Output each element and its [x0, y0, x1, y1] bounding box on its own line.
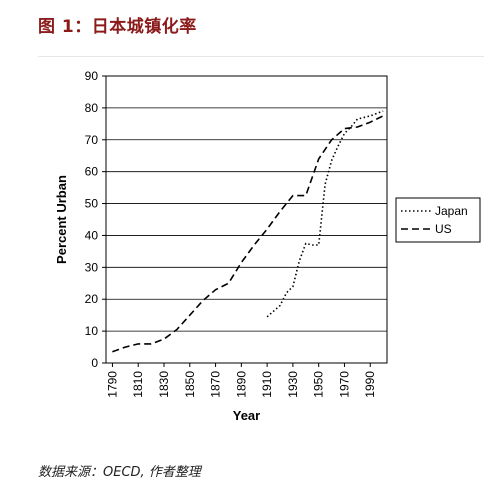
series-line-us	[112, 115, 384, 353]
y-tick-label: 20	[85, 292, 99, 306]
legend-layer: Japan US	[395, 197, 481, 243]
y-tick-label: 90	[85, 69, 99, 83]
plot-frame	[105, 75, 388, 364]
legend-label: US	[435, 222, 452, 236]
page-title: 图 1：日本城镇化率	[38, 17, 197, 37]
source-note: 数据来源：OECD, 作者整理	[38, 465, 201, 480]
series-line-japan	[266, 110, 384, 318]
title-divider	[38, 56, 484, 57]
y-tick-label: 60	[85, 165, 99, 179]
y-tick-label: 40	[85, 228, 99, 242]
x-tick-label: 1990	[363, 371, 377, 398]
x-tick-label: 1950	[312, 371, 326, 398]
x-tick-label: 1910	[260, 371, 274, 398]
y-tick-label: 50	[85, 197, 99, 211]
y-tick-label: 80	[85, 101, 99, 115]
y-tick-label: 10	[85, 324, 99, 338]
x-tick-label: 1810	[131, 371, 145, 398]
y-tick-label: 0	[91, 356, 98, 370]
x-tick-label: 1830	[157, 371, 171, 398]
y-axis-label: Percent Urban	[54, 175, 69, 264]
x-tick-label: 1930	[286, 371, 300, 398]
x-tick-label: 1970	[337, 371, 351, 398]
series-layer	[112, 110, 384, 353]
x-tick-label: 1890	[234, 371, 248, 398]
x-tick-label: 1850	[183, 371, 197, 398]
legend-box	[395, 197, 481, 243]
x-tick-label: 1790	[105, 371, 119, 398]
y-tick-label: 30	[85, 260, 99, 274]
legend-label: Japan	[435, 204, 468, 218]
grid-layer	[106, 75, 387, 332]
x-axis-label: Year	[233, 408, 260, 423]
y-tick-label: 70	[85, 133, 99, 147]
axis-layer: 0 10 20 30 40 50 60 70 80 90 1790 1810 1830 1850 1870 1…	[54, 69, 388, 423]
x-tick-label: 1870	[209, 371, 223, 398]
